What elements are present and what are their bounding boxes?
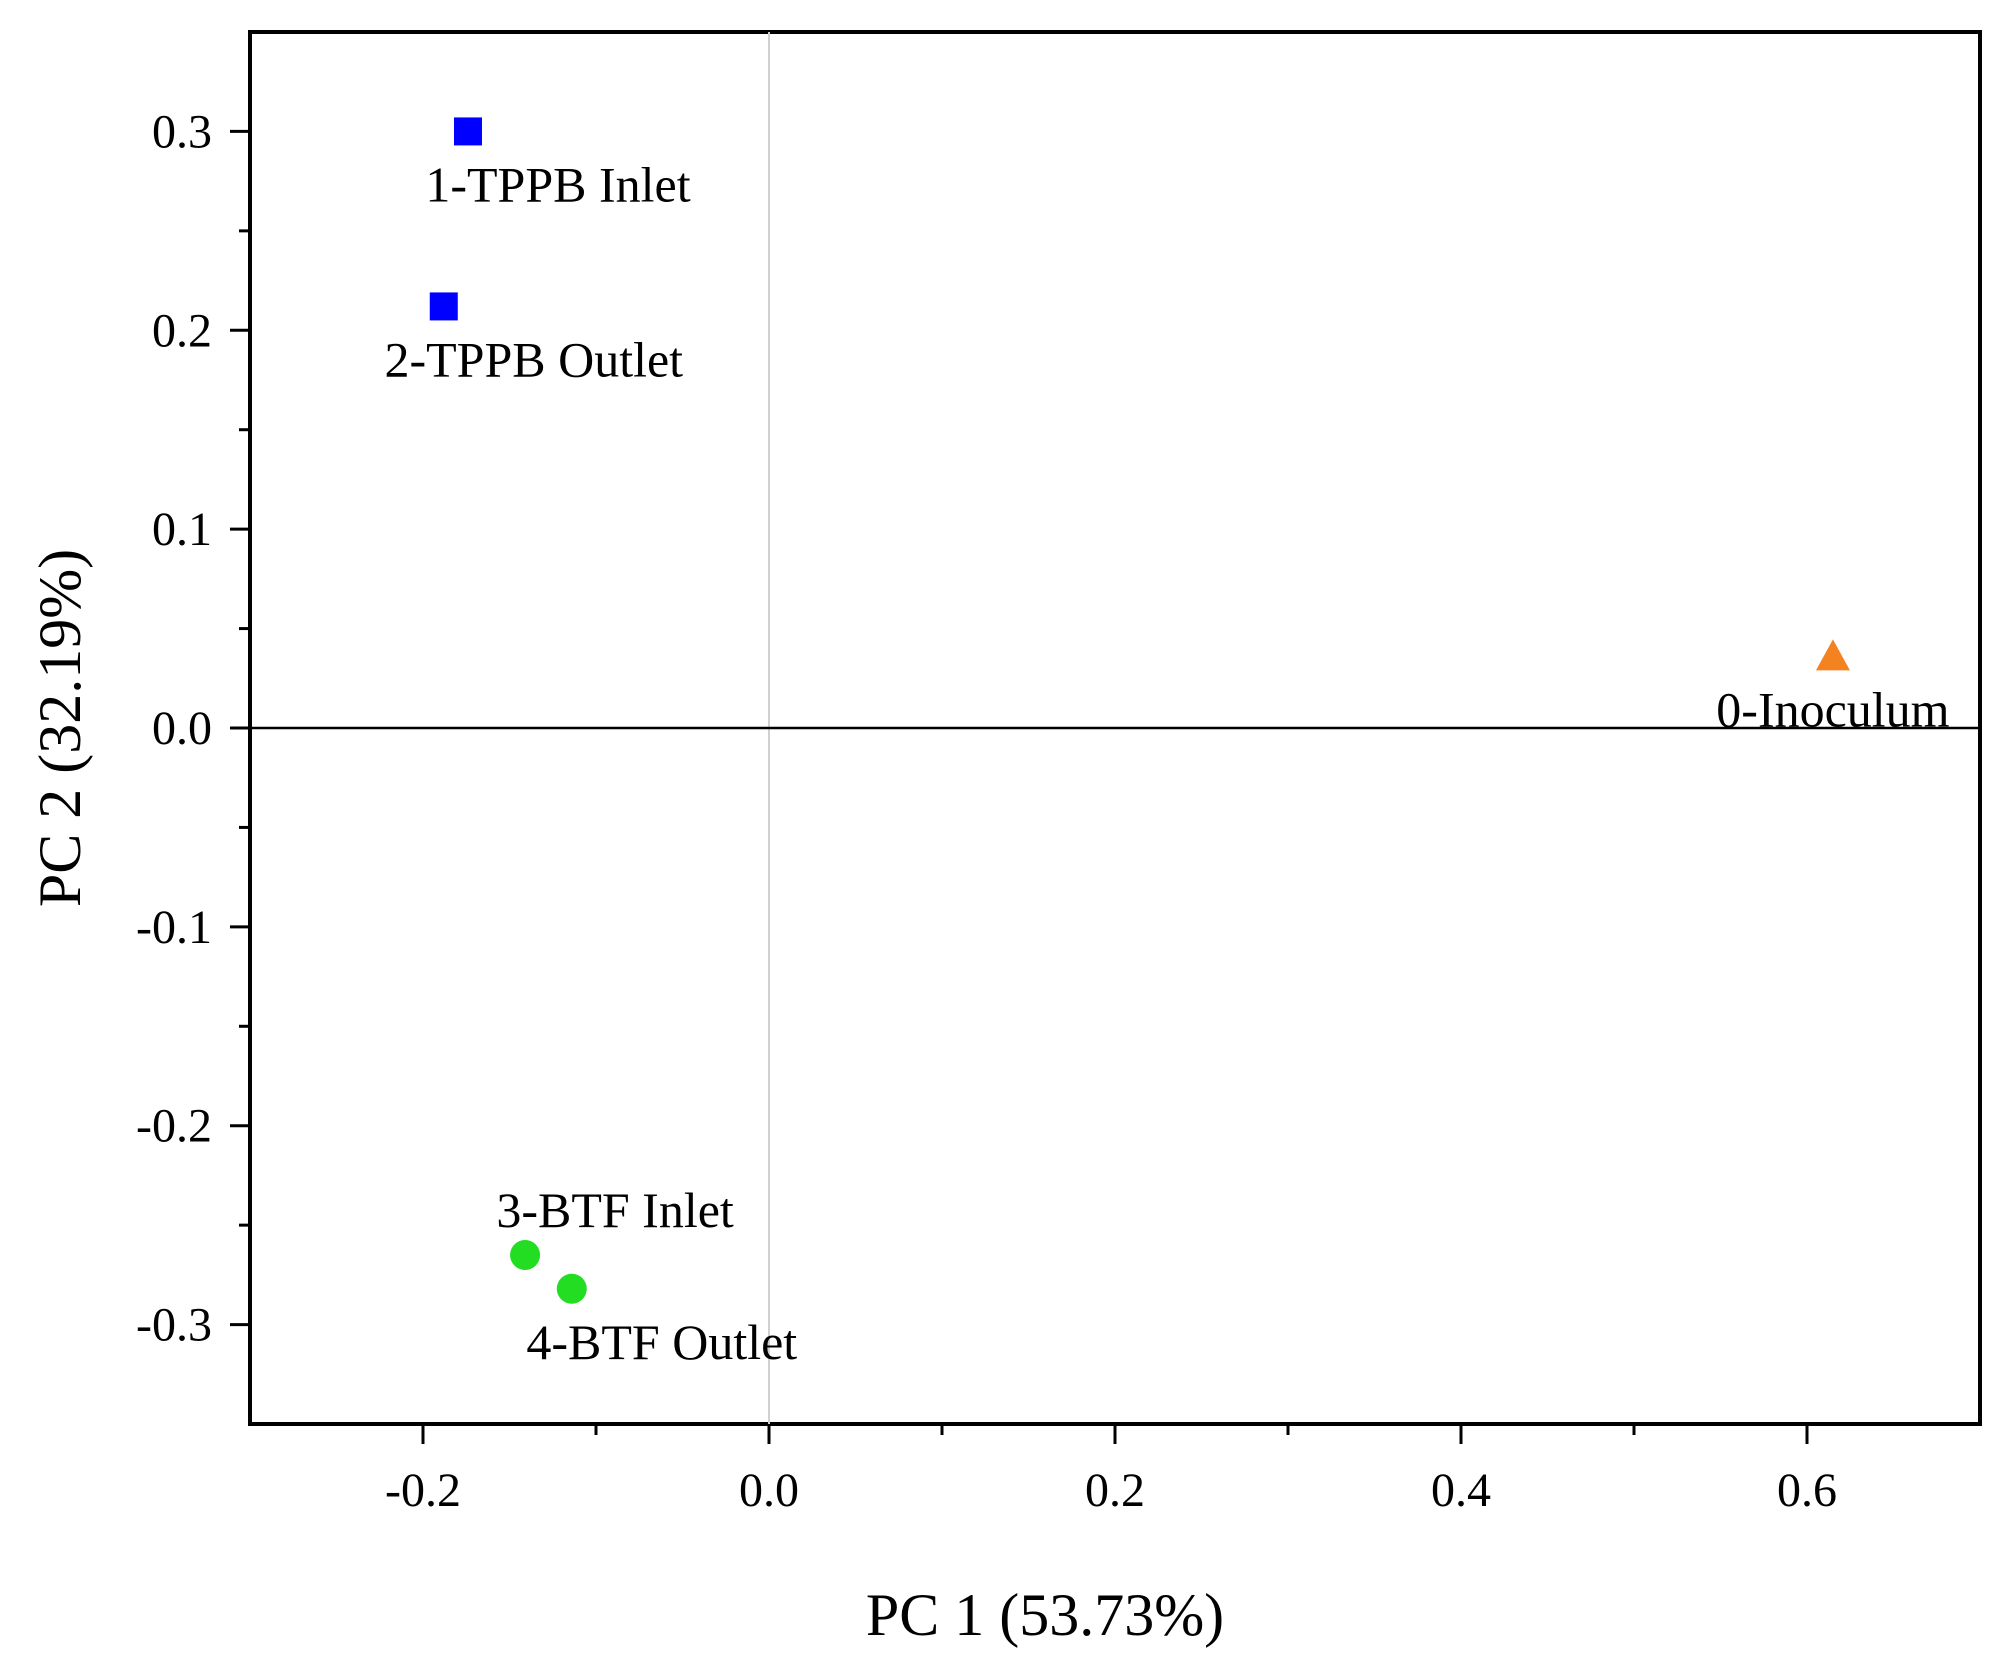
reference-lines (250, 32, 1980, 1424)
label-1-tppb-inlet: 1-TPPB Inlet (425, 156, 690, 212)
label-2-tppb-outlet: 2-TPPB Outlet (384, 331, 683, 387)
y-tick-label: 0.0 (152, 702, 212, 755)
y-axis-ticks: -0.3 -0.2 -0.1 0.0 0.1 0.2 0.3 (136, 105, 250, 1352)
y-axis-title: PC 2 (32.19%) (27, 549, 93, 907)
point-1-tppb-inlet (453, 117, 482, 146)
y-tick-label: -0.2 (136, 1100, 212, 1153)
label-0-inoculum: 0-Inoculum (1716, 681, 1949, 737)
y-tick-label: -0.3 (136, 1299, 212, 1352)
point-0-inoculum (1815, 639, 1850, 671)
data-points: 0-Inoculum 1-TPPB Inlet 2-TPPB Outlet 3-BTF… (384, 117, 1950, 1370)
x-tick-label: 0.6 (1777, 1464, 1837, 1517)
y-tick-label: -0.1 (136, 901, 212, 954)
point-4-btf-outlet (556, 1273, 587, 1304)
point-3-btf-inlet (510, 1239, 541, 1270)
y-tick-label: 0.2 (152, 304, 212, 357)
x-axis-title: PC 1 (53.73%) (866, 1582, 1224, 1648)
x-tick-label: 0.4 (1431, 1464, 1491, 1517)
point-2-tppb-outlet (429, 292, 458, 321)
label-4-btf-outlet: 4-BTF Outlet (526, 1314, 797, 1370)
y-tick-label: 0.3 (152, 105, 212, 158)
x-axis-ticks: -0.2 0.0 0.2 0.4 0.6 (385, 1424, 1837, 1517)
x-tick-label: -0.2 (385, 1464, 461, 1517)
x-tick-label: 0.2 (1085, 1464, 1145, 1517)
x-tick-label: 0.0 (739, 1464, 799, 1517)
y-tick-label: 0.1 (152, 503, 212, 556)
label-3-btf-inlet: 3-BTF Inlet (496, 1182, 734, 1238)
